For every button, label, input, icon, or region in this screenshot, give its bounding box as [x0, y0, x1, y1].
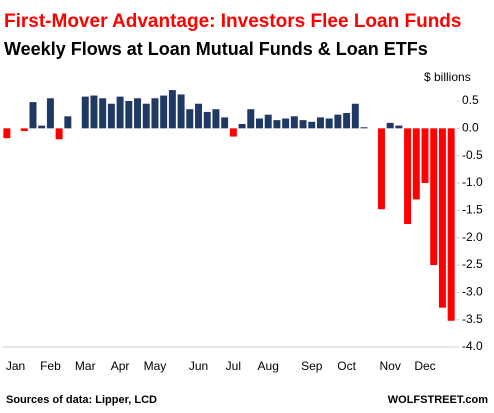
bar — [203, 111, 211, 129]
y-tick-label: -1.5 — [462, 203, 483, 217]
bar — [412, 128, 420, 200]
bar — [160, 95, 168, 129]
bar — [316, 117, 324, 129]
bar — [438, 128, 446, 308]
bar — [308, 121, 316, 129]
bar — [430, 128, 438, 265]
bar — [229, 128, 237, 137]
bar — [273, 120, 281, 129]
chart-title: First-Mover Advantage: Investors Flee Lo… — [4, 11, 461, 32]
bar — [421, 128, 429, 183]
bar — [142, 103, 150, 129]
bar — [46, 98, 54, 129]
bar — [404, 128, 412, 224]
y-tick-label: -2.5 — [462, 257, 483, 271]
bar — [99, 98, 107, 129]
x-tick-label: Apr — [111, 359, 130, 373]
bar — [282, 118, 290, 129]
bar — [20, 128, 28, 132]
y-tick-label: -0.5 — [462, 148, 483, 162]
bar — [351, 103, 359, 129]
y-tick-label: -3.5 — [462, 312, 483, 326]
bar — [212, 109, 220, 129]
bar — [247, 109, 255, 129]
bar — [134, 98, 142, 129]
bar — [256, 118, 263, 129]
source: Sources of data: Lipper, LCD — [6, 394, 157, 406]
x-tick-label: Jun — [189, 359, 208, 373]
y-tick-label: -1.0 — [462, 175, 483, 189]
x-tick-label: Mar — [75, 359, 96, 373]
bar — [55, 128, 63, 140]
credit: WOLFSTREET.com — [388, 394, 488, 406]
x-tick-label: Dec — [414, 359, 435, 373]
bar — [116, 96, 124, 129]
y-axis-label: $ billions — [424, 70, 471, 84]
bar — [447, 128, 455, 321]
bar — [386, 122, 394, 129]
y-tick-label: -3.0 — [462, 285, 483, 299]
bar — [38, 125, 46, 129]
bar — [325, 118, 333, 129]
bar — [343, 113, 351, 129]
bar — [90, 95, 98, 129]
bar — [195, 103, 202, 129]
bar — [81, 96, 89, 129]
y-tick-label: 0.0 — [462, 121, 479, 135]
x-tick-label: May — [144, 359, 167, 373]
bar — [290, 116, 298, 129]
bar — [360, 127, 368, 129]
x-tick-label: Nov — [379, 359, 400, 373]
chart-subtitle: Weekly Flows at Loan Mutual Funds & Loan… — [4, 39, 428, 59]
bar — [168, 90, 176, 129]
bar — [64, 116, 72, 129]
bar — [151, 98, 159, 129]
bar — [29, 102, 37, 129]
bar — [377, 128, 385, 210]
x-tick-label: Jul — [226, 359, 241, 373]
bar — [299, 120, 307, 129]
bar — [125, 101, 133, 129]
y-tick-label: -4.0 — [462, 339, 483, 353]
x-tick-label: Jan — [6, 359, 25, 373]
bar — [107, 103, 115, 129]
x-tick-label: Aug — [258, 359, 279, 373]
bar — [238, 123, 246, 129]
bar — [177, 94, 185, 129]
bar — [334, 114, 342, 129]
bar — [395, 125, 403, 129]
y-tick-label: -2.0 — [462, 230, 483, 244]
x-tick-label: Oct — [337, 359, 356, 373]
bar — [221, 117, 229, 129]
bar — [264, 114, 272, 129]
y-tick-label: 0.5 — [462, 93, 479, 107]
x-tick-label: Feb — [40, 359, 61, 373]
bar — [186, 109, 194, 129]
x-tick-label: Sep — [301, 359, 323, 373]
bar — [3, 128, 11, 139]
